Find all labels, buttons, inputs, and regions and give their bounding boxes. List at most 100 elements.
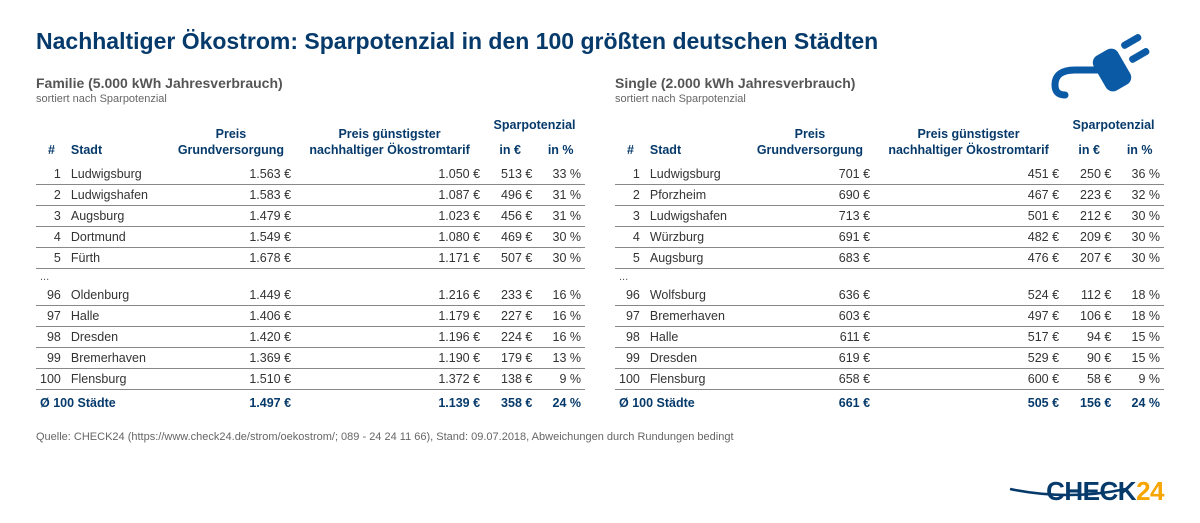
- table-row: 1Ludwigsburg701 €451 €250 €36 %: [615, 164, 1164, 185]
- table-row: 3Ludwigshafen713 €501 €212 €30 %: [615, 206, 1164, 227]
- cell-city: Wolfsburg: [646, 285, 746, 306]
- table-row: 5Augsburg683 €476 €207 €30 %: [615, 248, 1164, 269]
- cell-price-base: 1.549 €: [167, 227, 295, 248]
- table-row: 99Dresden619 €529 €90 €15 %: [615, 348, 1164, 369]
- cell-rank: 100: [615, 369, 646, 390]
- col-price-eco: Preis günstigsternachhaltiger Ökostromta…: [874, 115, 1063, 164]
- cell-price-eco: 1.216 €: [295, 285, 484, 306]
- cell-city: Oldenburg: [67, 285, 167, 306]
- col-price-eco: Preis günstigsternachhaltiger Ökostromta…: [295, 115, 484, 164]
- cell-city: Halle: [646, 327, 746, 348]
- cell-save-pct: 16 %: [536, 327, 585, 348]
- cell-price-eco: 497 €: [874, 306, 1063, 327]
- col-rank: #: [615, 115, 646, 164]
- cell-rank: 100: [36, 369, 67, 390]
- table-row: 97Halle1.406 €1.179 €227 €16 %: [36, 306, 585, 327]
- cell-save-eur: 224 €: [484, 327, 536, 348]
- cell-save-pct: 31 %: [536, 206, 585, 227]
- cell-price-eco: 1.050 €: [295, 164, 484, 185]
- cell-city: Augsburg: [646, 248, 746, 269]
- cell-price-base: 1.449 €: [167, 285, 295, 306]
- cell-price-base: 683 €: [746, 248, 874, 269]
- cell-save-eur: 513 €: [484, 164, 536, 185]
- cell-rank: 99: [36, 348, 67, 369]
- cell-price-base: 1.479 €: [167, 206, 295, 227]
- col-savings-pct: in %: [536, 140, 585, 165]
- cell-rank: 1: [615, 164, 646, 185]
- cell-save-pct: 15 %: [1115, 327, 1164, 348]
- cell-save-pct: 30 %: [536, 227, 585, 248]
- table-row: 100Flensburg1.510 €1.372 €138 €9 %: [36, 369, 585, 390]
- cell-price-base: 691 €: [746, 227, 874, 248]
- source-footnote: Quelle: CHECK24 (https://www.check24.de/…: [36, 431, 1164, 443]
- cell-price-eco: 1.179 €: [295, 306, 484, 327]
- cell-save-eur: 112 €: [1063, 285, 1115, 306]
- cell-rank: 98: [615, 327, 646, 348]
- col-price-base: PreisGrundversorgung: [167, 115, 295, 164]
- col-rank: #: [36, 115, 67, 164]
- cell-price-base: 1.563 €: [167, 164, 295, 185]
- cell-avg-label: Ø 100 Städte: [615, 390, 746, 414]
- cell-price-base: 1.420 €: [167, 327, 295, 348]
- cell-price-base: 713 €: [746, 206, 874, 227]
- cell-price-eco: 1.190 €: [295, 348, 484, 369]
- col-price-base: PreisGrundversorgung: [746, 115, 874, 164]
- cell-save-eur: 469 €: [484, 227, 536, 248]
- cell-save-pct: 15 %: [1115, 348, 1164, 369]
- cell-save-eur: 496 €: [484, 185, 536, 206]
- cell-price-eco: 451 €: [874, 164, 1063, 185]
- table-row: 96Oldenburg1.449 €1.216 €233 €16 %: [36, 285, 585, 306]
- cell-city: Flensburg: [646, 369, 746, 390]
- cell-price-eco: 529 €: [874, 348, 1063, 369]
- tables-container: Familie (5.000 kWh Jahresverbrauch) sort…: [36, 75, 1164, 413]
- cell-price-base: 636 €: [746, 285, 874, 306]
- table-row: 98Dresden1.420 €1.196 €224 €16 %: [36, 327, 585, 348]
- cell-save-eur: 207 €: [1063, 248, 1115, 269]
- table-row: 5Fürth1.678 €1.171 €507 €30 %: [36, 248, 585, 269]
- cell-city: Dortmund: [67, 227, 167, 248]
- cell-save-pct: 9 %: [1115, 369, 1164, 390]
- cell-price-eco: 1.171 €: [295, 248, 484, 269]
- cell-save-pct: 32 %: [1115, 185, 1164, 206]
- cell-save-pct: 30 %: [536, 248, 585, 269]
- col-savings-eur: in €: [484, 140, 536, 165]
- cell-save-eur: 456 €: [484, 206, 536, 227]
- cell-price-base: 611 €: [746, 327, 874, 348]
- cell-save-pct: 30 %: [1115, 206, 1164, 227]
- cell-save-eur: 507 €: [484, 248, 536, 269]
- cell-save-pct: 9 %: [536, 369, 585, 390]
- cell-city: Bremerhaven: [67, 348, 167, 369]
- table-row: 4Würzburg691 €482 €209 €30 %: [615, 227, 1164, 248]
- cell-city: Würzburg: [646, 227, 746, 248]
- table-row: 98Halle611 €517 €94 €15 %: [615, 327, 1164, 348]
- cell-city: Dresden: [646, 348, 746, 369]
- cell-price-eco: 1.087 €: [295, 185, 484, 206]
- cell-save-pct: 33 %: [536, 164, 585, 185]
- cell-save-pct: 31 %: [536, 185, 585, 206]
- cell-price-base: 1.369 €: [167, 348, 295, 369]
- single-table: # Stadt PreisGrundversorgung Preis günst…: [615, 115, 1164, 413]
- cell-rank: 99: [615, 348, 646, 369]
- cell-save-pct: 18 %: [1115, 285, 1164, 306]
- table-row: 3Augsburg1.479 €1.023 €456 €31 %: [36, 206, 585, 227]
- cell-avg-p1: 1.497 €: [167, 390, 295, 414]
- cell-save-eur: 227 €: [484, 306, 536, 327]
- cell-save-eur: 233 €: [484, 285, 536, 306]
- cell-avg-eur: 156 €: [1063, 390, 1115, 414]
- cell-price-eco: 482 €: [874, 227, 1063, 248]
- cell-rank: 3: [615, 206, 646, 227]
- brand-text-b: 24: [1136, 476, 1164, 506]
- cell-avg-p1: 661 €: [746, 390, 874, 414]
- cell-rank: 1: [36, 164, 67, 185]
- col-savings: Sparpotenzial: [1063, 115, 1164, 140]
- cell-rank: 98: [36, 327, 67, 348]
- cell-avg-p2: 1.139 €: [295, 390, 484, 414]
- plug-icon: [1050, 20, 1160, 115]
- cell-price-eco: 1.196 €: [295, 327, 484, 348]
- cell-save-pct: 13 %: [536, 348, 585, 369]
- cell-price-eco: 1.080 €: [295, 227, 484, 248]
- family-table: # Stadt PreisGrundversorgung Preis günst…: [36, 115, 585, 413]
- cell-rank: 5: [615, 248, 646, 269]
- cell-rank: 96: [615, 285, 646, 306]
- cell-avg-p2: 505 €: [874, 390, 1063, 414]
